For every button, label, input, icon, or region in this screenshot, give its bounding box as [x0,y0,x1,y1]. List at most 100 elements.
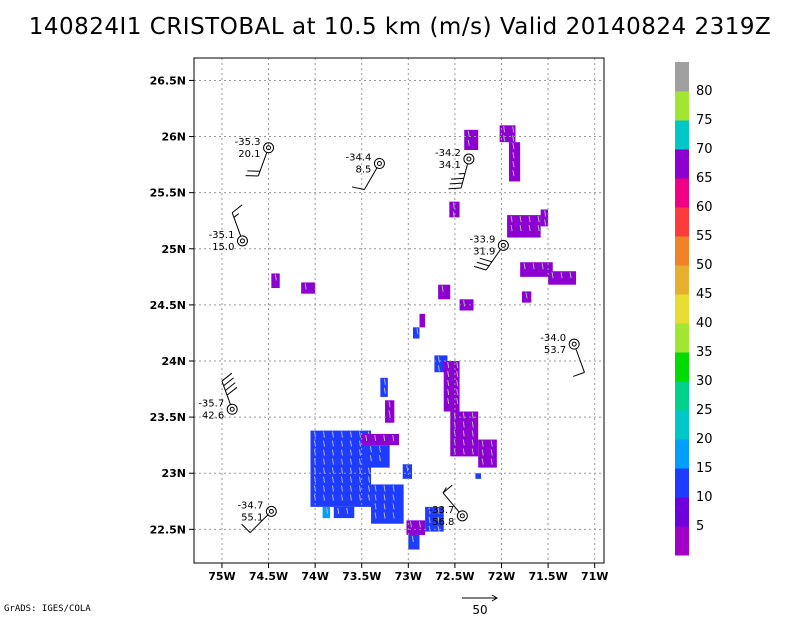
wind-vector [374,494,377,501]
station-speed: 20.1 [238,149,260,160]
wind-vector [340,494,343,501]
shaded-cell [402,464,413,479]
colorbar-segment [675,236,689,266]
wind-barb-staff [485,249,501,271]
wind-vector [528,216,531,223]
colorbar-segment [675,265,689,295]
wind-vector [322,458,325,465]
plot-title: 140824I1 CRISTOBAL at 10.5 km (m/s) Vali… [28,14,772,40]
wind-vector [365,434,368,442]
wind-vector [392,512,395,519]
colorbar-segment [675,526,689,556]
colorbar-label: 30 [696,374,713,389]
wind-vector [358,440,361,447]
wind-vector [447,361,450,369]
wind-vector [456,388,459,396]
wind-vector [322,494,325,501]
wind-vector [462,439,465,446]
wind-vector [523,263,526,270]
wind-vector [392,485,395,492]
wind-vector [512,170,515,177]
colorbar-label: 15 [696,461,713,476]
station-speed: 31.9 [473,246,495,257]
station-speed: 34.1 [439,160,461,171]
wind-vector [383,378,386,385]
wind-vector [416,328,419,335]
station-speed: 55.1 [241,512,263,523]
wind-vector [456,397,459,405]
wind-vector [331,467,334,474]
x-tick-label: 73.5W [342,570,381,583]
wind-vector [467,130,470,137]
station-speed: 8.5 [356,164,372,175]
colorbar-label: 50 [696,258,713,273]
grads-credit: GrADS: IGES/COLA [4,604,91,614]
wind-vector [358,485,361,492]
shaded-cell [333,506,355,519]
wind-vector [340,440,343,447]
colorbar-segment [675,410,689,440]
station-temperature: -33.9 [469,234,495,245]
wind-vector [406,465,409,472]
wind-vector [392,494,395,501]
station-temperature: -35.1 [209,230,235,241]
wind-vector [349,440,352,447]
wind-vector [331,494,334,501]
wind-vector [358,467,361,474]
shaded-cell [408,534,420,550]
wind-vector [358,458,361,465]
shaded-cell [271,273,280,289]
wind-vector [512,152,515,159]
wind-vector [481,458,484,465]
wind-barb-feather [479,257,493,263]
wind-barb-feather [351,186,365,190]
wind-vector [437,365,440,372]
station-speed: 53.7 [544,345,566,356]
shaded-cell [443,361,460,412]
wind-vector [383,512,386,519]
shaded-cell [380,377,388,397]
wind-vector [367,494,370,501]
wind-vector [369,455,372,462]
wind-vector [378,446,381,453]
wind-barb-staff [231,212,242,237]
vector-scale-label: 50 [472,603,487,617]
wind-vector [331,440,334,447]
wind-vector [512,161,515,168]
station-temperature: -34.0 [540,333,566,344]
colorbar-segment [675,62,689,92]
station-circle [226,403,238,415]
shaded-cell [464,129,479,151]
wind-vector [447,379,450,387]
station-circle [456,510,468,522]
wind-vector [471,448,474,455]
wind-vector [367,476,370,483]
wind-vector [369,446,372,453]
shaded-cell [507,215,541,238]
shaded-cell [412,327,420,339]
wind-barb-feather [449,182,463,185]
shaded-cell [520,262,553,277]
x-tick-label: 71W [581,570,608,583]
wind-vector [383,387,386,394]
colorbar-segment [675,468,689,498]
wind-vector [467,139,470,146]
wind-barb-feather [448,187,462,190]
shaded-cell [406,520,426,535]
wind-barb-staff [460,163,469,189]
y-tick-label: 25.5N [150,187,186,200]
shaded-cell [475,473,481,479]
wind-vector [331,449,334,456]
wind-vector [349,476,352,483]
shaded-cell [361,433,399,446]
vector-scale: 50 [462,594,498,617]
wind-vector [447,370,450,378]
wind-vector [447,397,450,405]
station-circle [568,338,580,350]
wind-barb-feather [231,204,243,214]
wind-barb-staff [249,514,269,533]
wind-vector [481,440,484,447]
colorbar: 5 10 15 20 25 30 35 40 45 50 55 60 65 70 75 80 [675,62,713,556]
colorbar-label: 65 [696,171,713,186]
